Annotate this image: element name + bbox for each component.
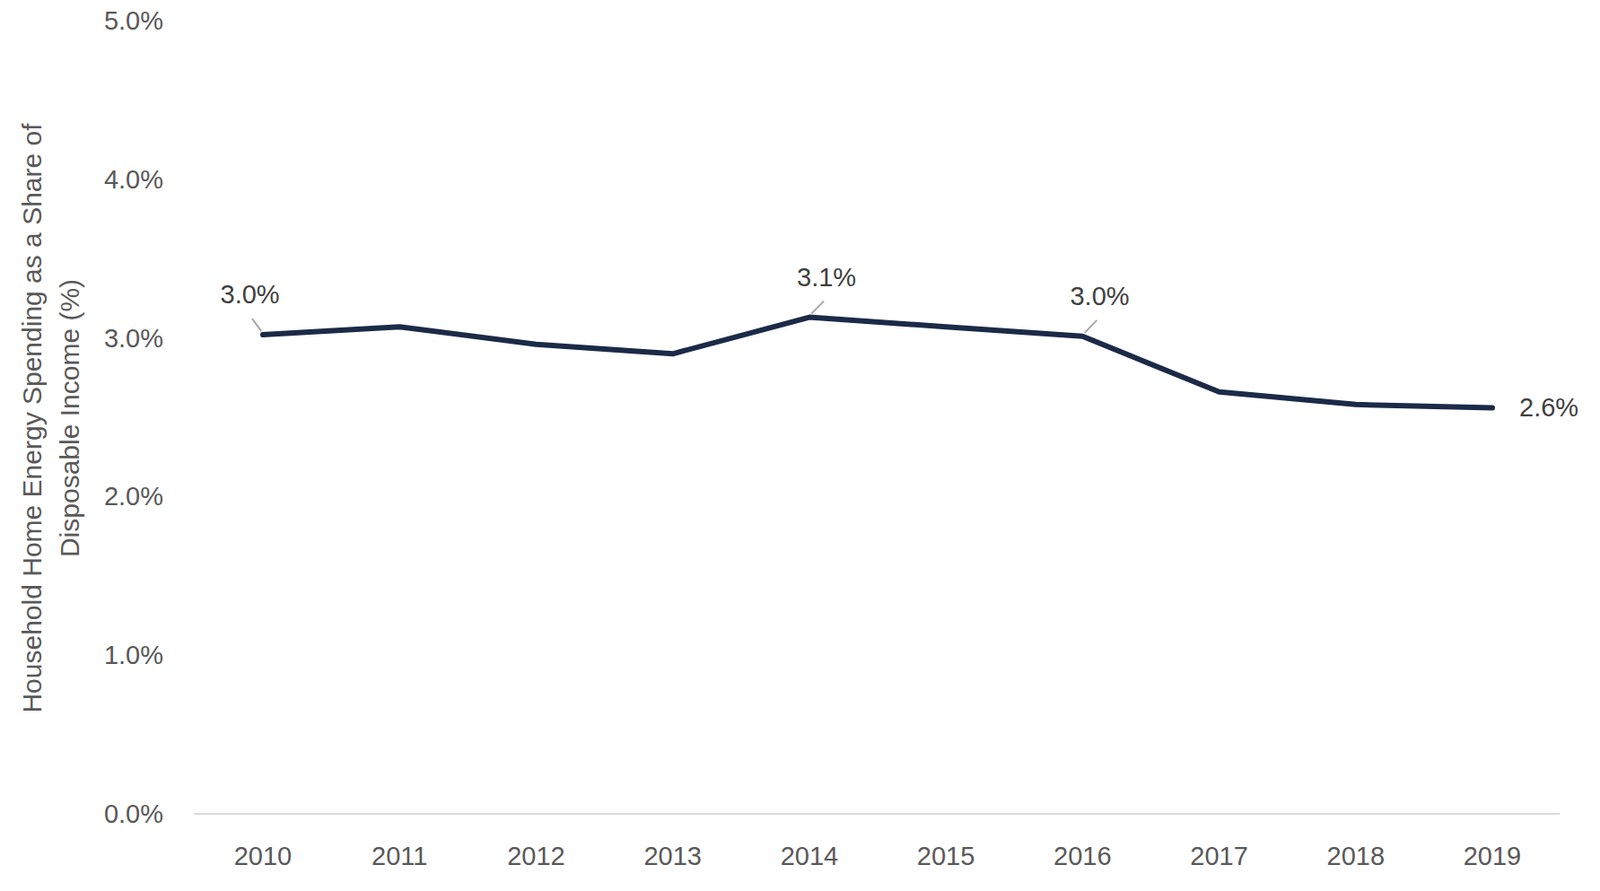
x-tick-label: 2015 (917, 841, 976, 871)
leader-line (1084, 320, 1098, 333)
y-axis-label: Disposable Income (%) (54, 279, 85, 558)
x-tick-label: 2013 (643, 841, 702, 871)
x-tick-label: 2012 (507, 841, 566, 871)
x-tick-label: 2011 (371, 841, 428, 871)
chart: 0.0% 1.0% 2.0% 3.0% 4.0% 5.0% 2010 2011 2012 2013… (0, 0, 1600, 891)
x-axis-line (193, 813, 1560, 815)
y-tick-label: 1.0% (104, 640, 164, 670)
leader-line (252, 318, 262, 332)
x-tick-label: 2019 (1463, 841, 1522, 871)
y-axis-label: Household Home Energy Spending as a Shar… (17, 122, 47, 714)
y-tick-label: 5.0% (104, 6, 164, 35)
data-label: 2.6% (1519, 393, 1579, 422)
y-tick-label: 3.0% (104, 323, 164, 353)
x-tick-label: 2014 (780, 841, 840, 871)
data-label: 3.1% (796, 262, 857, 292)
x-tick-label: 2018 (1327, 841, 1386, 871)
y-tick-label: 2.0% (104, 481, 164, 511)
y-tick-label: 4.0% (104, 165, 164, 194)
line (262, 317, 1493, 409)
y-tick-label: 0.0% (104, 799, 164, 829)
plot-area (262, 317, 1493, 409)
x-tick-label: 2016 (1053, 841, 1112, 871)
x-tick-label: 2017 (1189, 841, 1249, 871)
data-label: 3.0% (1069, 281, 1129, 311)
leader-line (811, 301, 824, 315)
x-tick-label: 2010 (234, 841, 293, 871)
data-label: 3.0% (220, 279, 280, 309)
